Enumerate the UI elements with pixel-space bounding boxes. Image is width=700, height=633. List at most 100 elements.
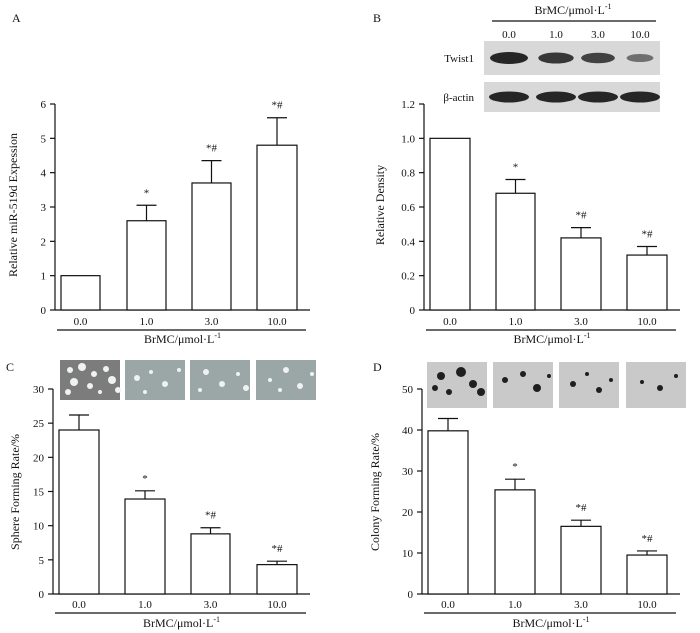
colony-dot — [585, 372, 589, 376]
significance-mark: *# — [642, 533, 654, 545]
beta-actin-band — [578, 91, 618, 103]
panel-letter-c: C — [6, 360, 14, 374]
x-axis-label-sup: -1 — [583, 615, 590, 624]
x-tick-label: 3.0 — [204, 599, 218, 611]
beta-actin-row-label: β-actin — [443, 92, 474, 104]
bar — [560, 525, 602, 595]
colony-dot — [547, 374, 551, 378]
y-tick-label: 4 — [41, 168, 47, 180]
sphere-blob — [310, 372, 314, 376]
western-blot: BrMC/μmol·L-1 0.0 1.0 3.0 10.0 Twist1 β-actin — [443, 2, 660, 112]
x-tick-label: 1.0 — [138, 599, 152, 611]
y-tick-label: 0.8 — [401, 168, 415, 180]
sphere-blob — [297, 383, 303, 389]
sphere-blob — [268, 378, 272, 382]
y-tick-label: 0 — [410, 305, 416, 317]
y-tick-label: 0.2 — [401, 271, 415, 283]
y-tick-label: 50 — [402, 384, 414, 396]
colony-images — [427, 362, 686, 408]
x-tick-label: 0.0 — [443, 316, 457, 328]
colony-dot — [469, 380, 477, 388]
x-tick-label: 3.0 — [205, 316, 219, 328]
sphere-blob — [149, 370, 153, 374]
x-tick-label: 1.0 — [509, 316, 523, 328]
sphere-micrograph — [190, 360, 250, 400]
bar — [626, 254, 668, 311]
panel-letter-b: B — [373, 11, 381, 25]
sphere-blob — [177, 368, 181, 372]
bar — [58, 429, 100, 595]
beta-actin-band — [489, 91, 529, 103]
twist1-band — [538, 52, 574, 64]
sphere-blob — [203, 369, 209, 375]
bar — [495, 192, 536, 311]
blot-header-sup: -1 — [605, 2, 612, 11]
colony-dot — [533, 384, 541, 392]
beta-actin-band — [536, 91, 576, 103]
sphere-blob — [67, 367, 73, 373]
colony-dot — [520, 371, 526, 377]
colony-dot — [456, 367, 466, 377]
sphere-blob — [65, 389, 71, 395]
sphere-blob — [87, 383, 93, 389]
x-tick-label: 1.0 — [508, 599, 522, 611]
x-tick-label: 0.0 — [441, 599, 455, 611]
bar — [190, 533, 231, 595]
colony-dot — [432, 385, 438, 391]
x-tick-label: 10.0 — [267, 599, 287, 611]
twist1-row-label: Twist1 — [444, 53, 474, 65]
blot-lane-label: 1.0 — [549, 29, 563, 41]
beta-actin-band — [620, 91, 660, 103]
y-tick-label: 20 — [33, 452, 45, 464]
significance-mark: *# — [642, 228, 654, 240]
y-tick-label: 10 — [33, 521, 45, 533]
sphere-blob — [236, 372, 240, 376]
y-axis-label: Sphere Forming Rate/% — [8, 434, 22, 550]
sphere-micrograph — [125, 360, 185, 400]
colony-micrograph — [427, 362, 487, 408]
sphere-blob — [98, 390, 102, 394]
significance-mark: *# — [576, 210, 588, 222]
x-tick-label: 3.0 — [574, 599, 588, 611]
sphere-blob — [115, 387, 121, 393]
x-axis-label-text: BrMC/μmol·L — [143, 616, 213, 630]
bar — [126, 220, 167, 311]
sphere-blob — [78, 363, 86, 371]
sphere-blob — [134, 375, 140, 381]
colony-dot — [657, 385, 663, 391]
y-tick-label: 10 — [402, 548, 414, 560]
significance-mark: *# — [272, 543, 284, 555]
significance-mark: * — [513, 162, 519, 174]
panel-d: D 0 10 20 30 40 50 Colony Forming Rate/% 0.0 * 1.0… — [368, 360, 680, 630]
x-axis-label: BrMC/μmol·L-1 — [513, 331, 590, 346]
sphere-blob — [143, 390, 147, 394]
panel-b: B 0 0.2 0.4 0.6 0.8 1.0 1.2 Relative Density 0.0 *… — [373, 11, 680, 346]
y-tick-label: 1.2 — [401, 99, 415, 111]
y-tick-label: 0.4 — [401, 236, 415, 248]
y-tick-label: 15 — [33, 487, 45, 499]
sphere-blob — [198, 388, 202, 392]
significance-mark: *# — [272, 100, 284, 112]
y-tick-label: 25 — [33, 418, 45, 430]
sphere-micrograph — [256, 360, 316, 400]
panel-letter-d: D — [373, 360, 382, 374]
x-tick-label: 10.0 — [267, 316, 287, 328]
colony-dot — [446, 389, 452, 395]
colony-dot — [502, 377, 508, 383]
sphere-blob — [162, 381, 168, 387]
y-tick-label: 0 — [408, 589, 414, 601]
bar — [626, 554, 668, 595]
y-tick-label: 5 — [41, 133, 47, 145]
y-tick-label: 6 — [41, 99, 47, 111]
y-axis-label: Relative miR-519d Expession — [6, 133, 20, 277]
bar — [494, 489, 536, 595]
sphere-blob — [70, 378, 78, 386]
y-tick-label: 0 — [41, 305, 47, 317]
bar — [256, 564, 298, 595]
x-tick-label: 10.0 — [637, 599, 657, 611]
y-tick-label: 40 — [402, 425, 414, 437]
sphere-blob — [103, 366, 109, 372]
sphere-blob — [219, 381, 225, 387]
significance-mark: *# — [576, 502, 588, 514]
x-tick-label: 10.0 — [637, 316, 657, 328]
